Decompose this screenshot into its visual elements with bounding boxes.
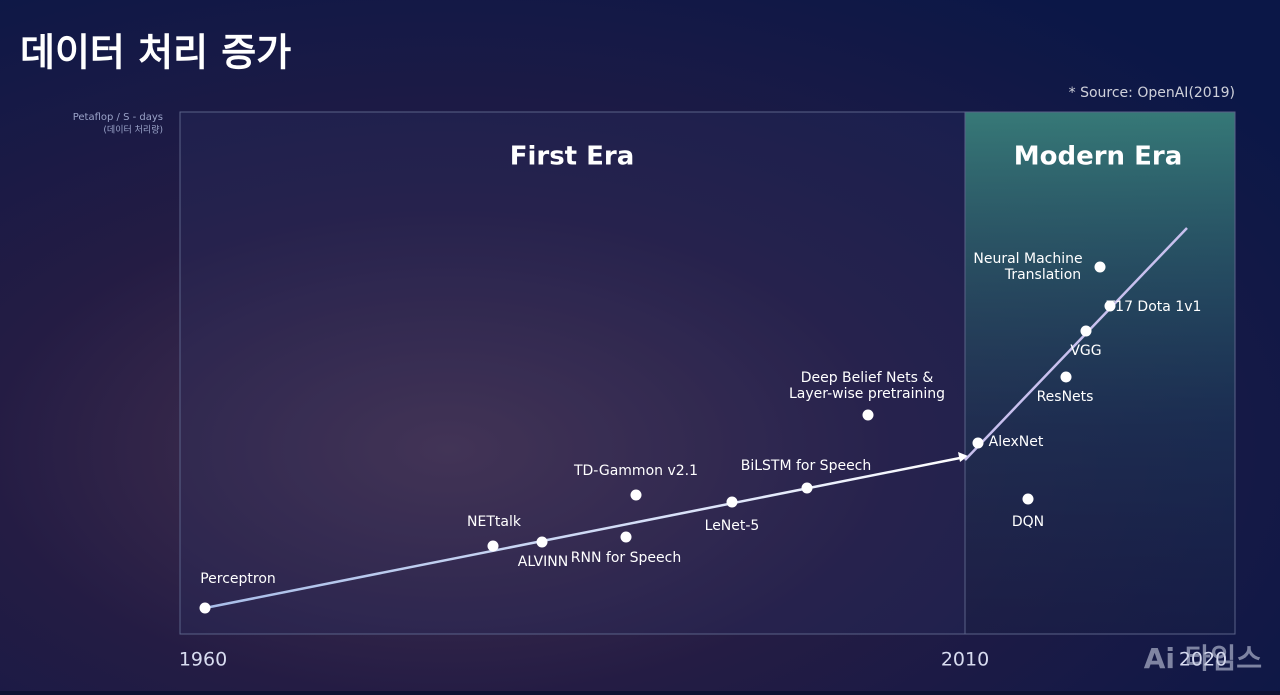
title: 데이터 처리 증가: [20, 31, 291, 75]
milestone-label: T17 Dota 1v1: [1106, 299, 1202, 315]
milestone-dot: [1094, 261, 1106, 273]
x-tick-label: 1960: [179, 649, 227, 671]
milestone-label: NETtalk: [467, 514, 522, 530]
watermark: Ai 타임스: [1144, 642, 1262, 675]
first-era-panel: [179, 111, 966, 635]
arrow-head: [958, 452, 968, 462]
y-axis-label: Petaflop / S - days: [73, 112, 163, 123]
milestone-dot: [1104, 300, 1116, 312]
trend-line: [204, 455, 966, 610]
milestone-label: TD-Gammon v2.1: [573, 463, 698, 479]
milestone-dot: [487, 540, 499, 552]
milestone-label: DQN: [1012, 514, 1044, 530]
milestone-dot: [630, 489, 642, 501]
x-tick-label: 2010: [941, 649, 989, 671]
x-tick-label: 2020: [1179, 649, 1227, 671]
milestone-dot: [1060, 371, 1072, 383]
milestone-label: LeNet-5: [705, 518, 760, 534]
milestone-dot: [972, 437, 984, 449]
modern-era-panel: [964, 111, 1236, 635]
era-label: First Era: [510, 142, 635, 172]
trend-line-modern: [964, 227, 1188, 461]
milestone-label: Deep Belief Nets &: [801, 370, 934, 386]
milestone-label: Layer-wise pretraining: [789, 386, 945, 402]
milestone-label: Translation: [1004, 267, 1081, 283]
milestone-label: VGG: [1070, 343, 1101, 359]
milestone-dot: [1022, 493, 1034, 505]
era-label: Modern Era: [1014, 142, 1183, 172]
milestone-label: ResNets: [1037, 389, 1094, 405]
milestone-dot: [1080, 325, 1092, 337]
milestone-dot: [862, 409, 874, 421]
milestone-dot: [726, 496, 738, 508]
milestone-label: ALVINN: [518, 554, 569, 570]
source: * Source: OpenAI(2019): [1069, 85, 1235, 101]
milestone-dot: [801, 482, 813, 494]
milestone-dot: [199, 602, 211, 614]
y-axis-sublabel: (데이터 처리량): [103, 124, 163, 136]
milestone-dot: [620, 531, 632, 543]
milestone-label: Neural Machine: [973, 251, 1082, 267]
milestone-label: AlexNet: [989, 434, 1044, 450]
milestone-label: Perceptron: [200, 571, 276, 587]
milestone-dot: [536, 536, 548, 548]
milestone-label: BiLSTM for Speech: [741, 458, 872, 474]
milestone-label: RNN for Speech: [571, 550, 681, 566]
